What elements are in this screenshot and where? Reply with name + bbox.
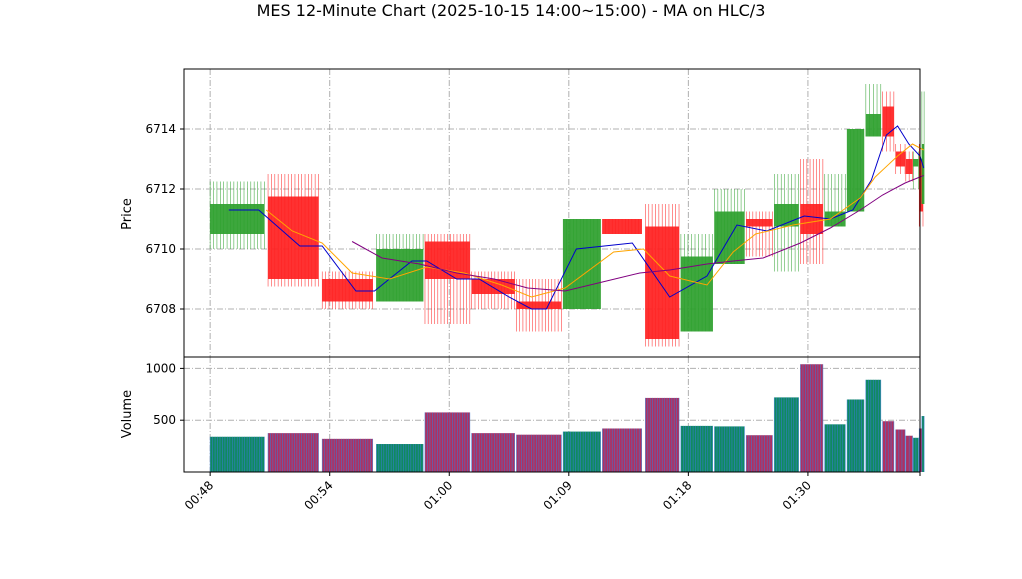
price-tick-label: 6710 bbox=[145, 242, 176, 256]
volume-bar bbox=[267, 433, 319, 472]
candle-body bbox=[645, 226, 680, 339]
candle-body bbox=[268, 196, 319, 279]
volume-bar-fill bbox=[322, 438, 373, 472]
price-tick-label: 6712 bbox=[145, 182, 176, 196]
candle-down bbox=[882, 91, 895, 152]
volume-bar bbox=[680, 425, 713, 472]
candle-down bbox=[645, 204, 680, 347]
candle-down bbox=[895, 144, 906, 174]
candle-down bbox=[321, 271, 373, 309]
candle-body bbox=[921, 144, 925, 204]
volume-bar bbox=[865, 379, 882, 472]
volume-bar bbox=[516, 434, 562, 472]
candle-down bbox=[267, 174, 319, 287]
x-tick-label: 00:54 bbox=[301, 478, 335, 512]
chart-title: MES 12-Minute Chart (2025-10-15 14:00~15… bbox=[257, 1, 766, 20]
candle-up bbox=[209, 181, 265, 249]
volume-bar-fill bbox=[268, 433, 319, 472]
volume-bar bbox=[773, 397, 799, 472]
volume-bar-fill bbox=[921, 416, 925, 472]
candle-down bbox=[905, 151, 913, 182]
candle-up bbox=[846, 129, 865, 212]
candle-body bbox=[847, 129, 864, 212]
candle-body bbox=[800, 204, 823, 234]
volume-bar bbox=[846, 399, 865, 472]
volume-bar-fill bbox=[847, 399, 864, 472]
volume-tick-label: 500 bbox=[153, 413, 176, 427]
price-tick-label: 6708 bbox=[145, 302, 176, 316]
x-tick-label: 01:00 bbox=[421, 478, 455, 512]
volume-bar-fill bbox=[563, 431, 601, 472]
candle-up bbox=[376, 234, 424, 302]
volume-bar-fill bbox=[800, 364, 823, 472]
volume-bar bbox=[745, 435, 773, 472]
candle-body bbox=[895, 151, 906, 167]
volume-bar bbox=[905, 435, 913, 472]
volume-bar bbox=[882, 421, 895, 472]
candle-body bbox=[882, 106, 894, 137]
volume-bar bbox=[376, 444, 424, 472]
candle-down bbox=[516, 279, 562, 332]
volume-bar bbox=[321, 438, 374, 472]
volume-axis-label: Volume bbox=[120, 390, 135, 438]
candle-body bbox=[919, 159, 923, 212]
x-axis: 00:48 00:54 01:00 01:09 01:18 01:30 bbox=[182, 472, 921, 513]
candle-body bbox=[865, 114, 881, 137]
candle-up bbox=[912, 151, 919, 189]
volume-bar bbox=[912, 437, 919, 472]
volume-bar bbox=[714, 426, 745, 472]
price-axis-label: Price bbox=[120, 198, 135, 230]
volume-bar-fill bbox=[680, 425, 713, 472]
candle-body bbox=[471, 279, 515, 294]
candle-up bbox=[865, 84, 882, 137]
candle-down bbox=[471, 271, 515, 309]
candle-up bbox=[680, 234, 713, 332]
candle-down bbox=[745, 211, 773, 257]
volume-bar-fill bbox=[471, 433, 515, 472]
volume-bar bbox=[602, 428, 643, 472]
x-tick-label: 01:30 bbox=[780, 478, 814, 512]
volume-bar bbox=[921, 416, 925, 472]
candle-body bbox=[322, 279, 373, 302]
volume-bar bbox=[424, 412, 471, 472]
candle-down bbox=[602, 219, 642, 234]
candle-down bbox=[800, 159, 824, 264]
candle-body bbox=[905, 159, 913, 174]
candle-body bbox=[913, 159, 919, 167]
x-tick-label: 01:18 bbox=[660, 478, 694, 512]
volume-panel: 500 1000 bbox=[145, 356, 925, 473]
volume-bar bbox=[562, 431, 601, 472]
price-tick-label: 6714 bbox=[145, 122, 176, 136]
candle-body bbox=[516, 301, 562, 309]
volume-bar bbox=[645, 397, 680, 472]
moving-average-line bbox=[228, 125, 925, 310]
candle-up bbox=[921, 91, 925, 204]
candle-up bbox=[773, 174, 799, 272]
x-tick-label: 01:09 bbox=[541, 478, 575, 512]
volume-bar-fill bbox=[376, 444, 424, 472]
candle-body bbox=[563, 219, 601, 309]
moving-average-line bbox=[265, 143, 924, 298]
volume-bar-fill bbox=[919, 428, 923, 472]
x-tick-label: 00:48 bbox=[182, 478, 216, 512]
volume-tick-label: 1000 bbox=[145, 361, 176, 375]
price-panel: 6708 6710 6712 6714 bbox=[145, 68, 925, 358]
volume-bar bbox=[895, 429, 906, 472]
candle-up bbox=[562, 219, 601, 309]
volume-bar-fill bbox=[895, 429, 906, 472]
candle-body bbox=[602, 219, 642, 234]
volume-bar bbox=[800, 364, 824, 472]
candle-body bbox=[746, 219, 773, 227]
volume-bar bbox=[471, 433, 515, 472]
moving-average-line bbox=[351, 175, 924, 292]
volume-panel-frame bbox=[183, 356, 921, 473]
candle-up bbox=[714, 189, 745, 264]
volume-bar bbox=[824, 424, 846, 472]
candle-body bbox=[210, 204, 265, 234]
volume-bar bbox=[209, 436, 265, 472]
candle-body bbox=[680, 256, 713, 332]
